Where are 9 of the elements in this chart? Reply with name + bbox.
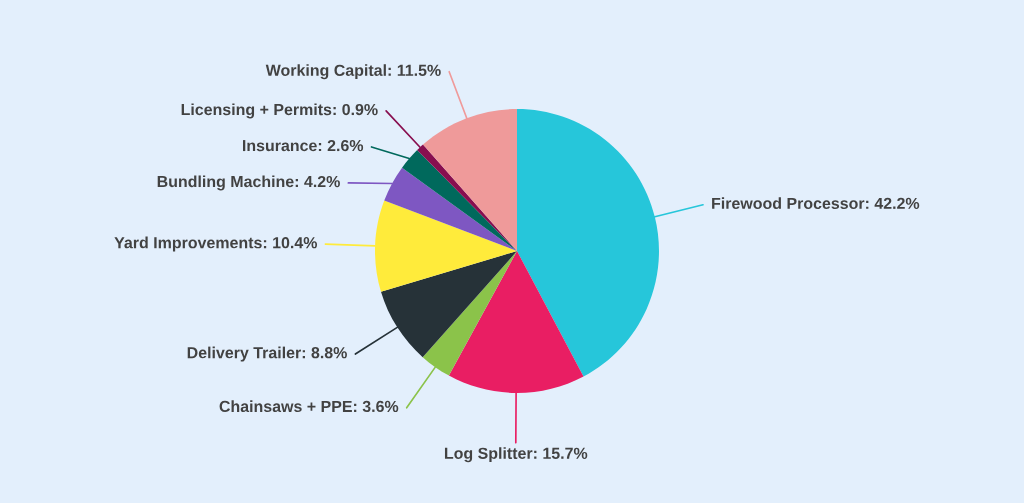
slice-label: Licensing + Permits: 0.9% [181,103,378,119]
slice-label: Bundling Machine: 4.2% [157,175,340,191]
slice-label: Delivery Trailer: 8.8% [187,346,347,362]
slice-label: Log Splitter: 15.7% [444,447,588,463]
slice-label: Working Capital: 11.5% [265,64,441,80]
slice-label: Insurance: 2.6% [242,139,364,152]
slice-label: Yard Improvements: 10.4% [114,236,318,252]
slice-label: Firewood Processor: 42.2% [712,197,920,210]
slice-label: Chainsaws + PPE: 3.6% [219,400,399,413]
